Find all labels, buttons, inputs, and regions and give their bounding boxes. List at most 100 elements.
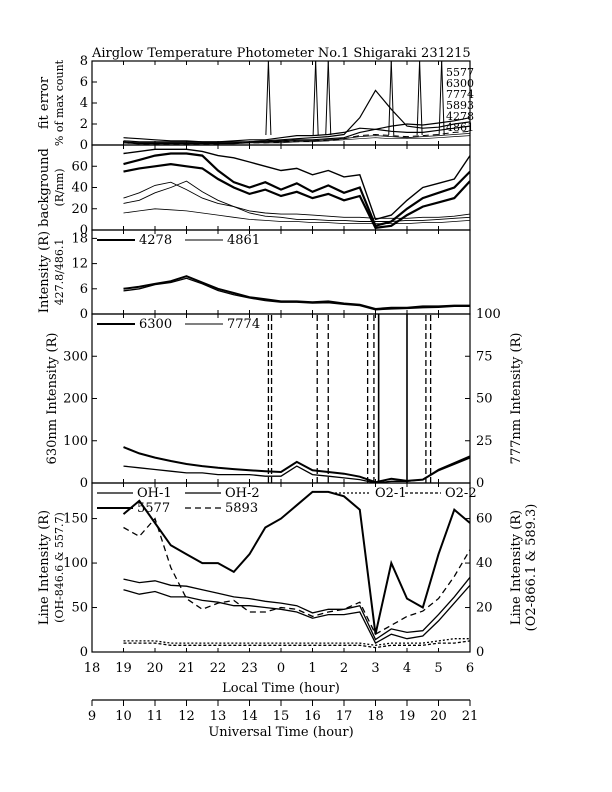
series-line-4278 [123, 275, 470, 311]
y-tick-label: 300 [63, 349, 88, 364]
spike-line [325, 61, 329, 136]
y-tick-label-right: 60 [476, 512, 493, 527]
series-line-trace-0 [123, 181, 470, 219]
ut-tick-label: 10 [115, 709, 132, 724]
local-time-tick-label: 21 [178, 661, 195, 676]
local-time-tick-label: 20 [147, 661, 164, 676]
local-time-tick-label: 18 [84, 661, 101, 676]
y-tick-label: 18 [71, 231, 88, 246]
y-axis-label-2: % of max count [53, 59, 66, 146]
local-time-tick-label: 5 [434, 661, 442, 676]
series-line-5893 [123, 517, 470, 636]
y-tick-label: 0 [80, 307, 88, 322]
legend-label: 5577 [137, 501, 170, 516]
ut-tick-label: 12 [178, 709, 195, 724]
chart-title: Airglow Temperature Photometer No.1 Shig… [91, 46, 471, 61]
y-tick-label: 4 [80, 96, 88, 111]
local-time-tick-label: 6 [466, 661, 474, 676]
series-line-5577 [122, 490, 470, 635]
y-tick-label-right: 100 [476, 307, 501, 322]
spike-line [315, 61, 319, 136]
local-time-tick-label: 3 [371, 661, 379, 676]
spike-line [267, 61, 272, 136]
y-axis-label-2: (OH-846.6 & 557.7) [53, 512, 66, 623]
series-line-4861 [123, 135, 470, 145]
y-tick-label: 20 [71, 202, 88, 217]
series-group [122, 490, 470, 649]
ut-tick-label: 21 [462, 709, 479, 724]
legend-label: 6300 [446, 77, 474, 90]
y-tick-label: 200 [63, 392, 88, 407]
y-axis-label: Intensity (R) [37, 231, 52, 313]
series-line-O2-1 [123, 638, 470, 646]
local-time-tick-label: 19 [115, 661, 132, 676]
y-tick-label: 2 [80, 117, 88, 132]
local-time-tick-label: 22 [210, 661, 227, 676]
spike-line [438, 61, 443, 136]
y-axis-label: background [37, 148, 52, 227]
y-tick-label: 150 [63, 512, 88, 527]
local-time-tick-label: 2 [340, 661, 348, 676]
y-tick-label: 8 [80, 54, 88, 69]
series-line-trace-1 [123, 180, 470, 222]
legend-label: 4278 [446, 110, 474, 123]
legend-label: O2-1 [375, 486, 407, 501]
legend-label: 6300 [139, 317, 172, 332]
local-time-tick-label: 4 [403, 661, 411, 676]
spike-line [390, 61, 395, 136]
ut-tick-label: 19 [399, 709, 416, 724]
ut-tick-label: 20 [430, 709, 447, 724]
legend-label: 4278 [139, 233, 172, 248]
y-tick-label: 60 [71, 159, 88, 174]
ut-tick-label: 14 [241, 709, 258, 724]
ut-tick-label: 16 [304, 709, 321, 724]
legend-label: 5577 [446, 66, 474, 79]
series-group [123, 61, 470, 145]
y-tick-label: 12 [71, 257, 88, 272]
spike-line [312, 61, 317, 136]
legend-label: 4861 [227, 233, 260, 248]
local-time-tick-label: 1 [308, 661, 316, 676]
local-time-label: Local Time (hour) [222, 681, 340, 696]
y-axis-label-right: Line Intensity (R) [509, 510, 524, 625]
y-tick-label: 0 [80, 645, 88, 660]
y-tick-label: 50 [71, 601, 88, 616]
y-tick-label: 6 [80, 282, 88, 297]
y-axis-label-right-2: (O2-866.1 & 589.3) [524, 504, 539, 632]
series-line-trace-4 [123, 148, 470, 221]
y-tick-label-right: 0 [476, 476, 484, 491]
legend-label: OH-2 [225, 486, 260, 501]
y-axis-label: fit error [37, 76, 52, 129]
series-line-trace-2 [123, 208, 470, 225]
series-line-4861 [123, 277, 470, 311]
series-line-6300 [123, 446, 470, 483]
series-group [123, 148, 470, 230]
series-line-OH-2 [123, 576, 470, 641]
series-line-O2-2 [123, 640, 470, 649]
series-line-5577 [123, 117, 470, 143]
legend-label: 7774 [227, 317, 260, 332]
series-line-trace-5 [123, 162, 470, 230]
spike-line [327, 61, 332, 136]
y-tick-label-right: 20 [476, 601, 493, 616]
y-axis-label: Line Intensity (R) [37, 510, 52, 625]
y-axis-label-2: 427.8/486.1 [53, 239, 66, 306]
y-axis-label-right: 777nm Intensity (R) [509, 333, 524, 465]
legend-label: 5893 [225, 501, 258, 516]
legend-label: 5893 [446, 99, 474, 112]
series-line-trace-3 [123, 152, 470, 228]
spike-line [388, 61, 392, 136]
spike-line [441, 61, 445, 136]
series-line-7774 [123, 455, 470, 483]
y-tick-label: 0 [80, 476, 88, 491]
ut-tick-label: 9 [88, 709, 96, 724]
legend-label: O2-2 [445, 486, 477, 501]
ut-tick-label: 11 [147, 709, 164, 724]
y-tick-label: 0 [80, 138, 88, 153]
ut-tick-label: 18 [367, 709, 384, 724]
spike-line [419, 61, 423, 136]
y-tick-label: 0 [80, 223, 88, 238]
local-time-tick-label: 0 [277, 661, 285, 676]
